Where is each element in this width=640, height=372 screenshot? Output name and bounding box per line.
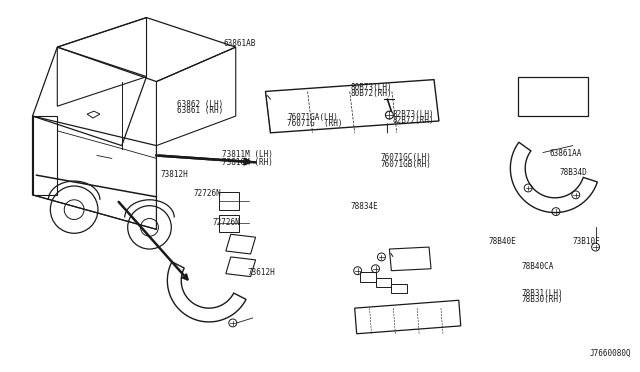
Text: 73612H: 73612H — [247, 267, 275, 277]
Text: 78B34D: 78B34D — [560, 167, 588, 177]
Text: 78B31(LH): 78B31(LH) — [522, 289, 563, 298]
Text: 73812H: 73812H — [160, 170, 188, 179]
Text: 78B40CA: 78B40CA — [522, 262, 554, 271]
Text: 63861AB: 63861AB — [223, 39, 256, 48]
Text: 80B72(RH): 80B72(RH) — [351, 89, 392, 98]
Text: 76071G  (RH): 76071G (RH) — [287, 119, 342, 128]
Text: 76071GA(LH): 76071GA(LH) — [287, 113, 338, 122]
Text: 78834E: 78834E — [351, 202, 378, 211]
Text: 63861AA: 63861AA — [550, 148, 582, 157]
Text: 73811M (LH): 73811M (LH) — [221, 150, 273, 159]
Text: 63861 (RH): 63861 (RH) — [177, 106, 223, 115]
Text: 76071GB(RH): 76071GB(RH) — [381, 160, 432, 169]
Text: 73B10F: 73B10F — [573, 237, 600, 246]
Text: 73810M (RH): 73810M (RH) — [221, 158, 273, 167]
Text: 80B73(LH): 80B73(LH) — [351, 83, 392, 92]
Text: 82B73(LH): 82B73(LH) — [392, 110, 434, 119]
Text: 63862 (LH): 63862 (LH) — [177, 100, 223, 109]
Text: J7660080Q: J7660080Q — [589, 349, 631, 358]
Text: 76071GC(LH): 76071GC(LH) — [381, 153, 432, 162]
Text: 72726N: 72726N — [212, 218, 240, 227]
Text: 78B30(RH): 78B30(RH) — [522, 295, 563, 304]
Text: 72726N: 72726N — [193, 189, 221, 198]
Text: 78B40E: 78B40E — [489, 237, 516, 246]
Text: 82B72(RH): 82B72(RH) — [392, 116, 434, 125]
